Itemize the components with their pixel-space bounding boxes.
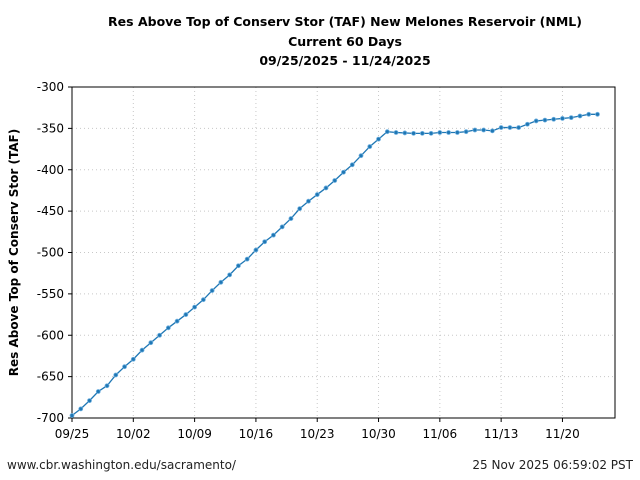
x-tick-label: 11/06	[423, 427, 458, 441]
x-tick-label: 10/30	[361, 427, 396, 441]
y-tick-label: -500	[37, 246, 64, 260]
data-point	[376, 136, 381, 142]
data-point	[218, 279, 224, 285]
data-point	[314, 192, 320, 197]
data-point	[560, 116, 565, 121]
data-point	[288, 216, 294, 221]
data-point	[209, 288, 215, 293]
data-point	[542, 117, 548, 123]
data-point	[525, 121, 530, 127]
data-point	[174, 318, 180, 324]
data-point	[200, 297, 206, 303]
y-tick-label: -600	[37, 328, 64, 342]
y-tick-label: -550	[37, 287, 64, 301]
chart-title-line-1: Res Above Top of Conserv Stor (TAF) New …	[108, 14, 582, 29]
data-point	[595, 111, 600, 117]
data-point	[113, 372, 119, 378]
data-point	[498, 125, 504, 130]
data-point	[481, 127, 487, 133]
data-point	[411, 130, 416, 136]
data-point	[165, 325, 171, 331]
data-point	[297, 206, 303, 212]
data-point	[402, 130, 408, 136]
data-point	[122, 364, 127, 370]
data-point	[341, 169, 346, 175]
data-point	[446, 130, 451, 135]
data-point	[130, 356, 136, 362]
data-point	[489, 128, 495, 134]
series-line	[71, 113, 598, 417]
data-point	[437, 130, 443, 135]
data-point	[323, 185, 329, 191]
data-point	[349, 162, 355, 168]
data-point	[279, 224, 285, 230]
data-point	[428, 130, 434, 136]
y-tick-label: -300	[37, 80, 64, 94]
data-point	[157, 332, 162, 338]
data-point	[533, 118, 539, 124]
x-tick-label: 10/16	[239, 427, 274, 441]
x-tick-label: 10/02	[116, 427, 151, 441]
data-point	[148, 340, 154, 346]
data-point	[586, 111, 592, 117]
x-tick-label: 10/09	[177, 427, 212, 441]
data-point	[262, 239, 268, 245]
chart-title-line-3: 09/25/2025 - 11/24/2025	[259, 53, 431, 68]
x-tick-label: 09/25	[55, 427, 90, 441]
y-tick-label: -350	[37, 121, 64, 135]
data-point	[568, 115, 574, 121]
data-point	[104, 383, 110, 389]
data-point	[244, 256, 250, 262]
data-point	[454, 130, 460, 135]
data-point	[139, 347, 145, 353]
data-point	[551, 116, 557, 122]
data-point	[358, 153, 364, 159]
chart-title-line-2: Current 60 Days	[288, 34, 402, 49]
data-point	[192, 304, 198, 310]
y-tick-label: -650	[37, 370, 64, 384]
data-point	[78, 406, 84, 412]
data-point	[87, 398, 92, 404]
x-tick-label: 10/23	[300, 427, 335, 441]
data-point	[227, 272, 233, 278]
timestamp: 25 Nov 2025 06:59:02 PST	[472, 458, 633, 472]
data-point	[183, 312, 189, 317]
data-point	[236, 263, 241, 269]
data-point	[463, 129, 469, 135]
x-tick-label: 11/20	[545, 427, 580, 441]
data-point	[384, 129, 390, 135]
data-point	[507, 125, 513, 130]
data-point	[69, 413, 75, 418]
data-point	[253, 247, 259, 253]
data-point	[419, 130, 425, 136]
data-point	[271, 232, 276, 238]
data-point	[577, 113, 583, 119]
data-point	[367, 144, 373, 149]
data-point	[516, 125, 522, 130]
y-tick-label: -400	[37, 163, 64, 177]
y-axis-label: Res Above Top of Conserv Stor (TAF)	[7, 129, 21, 376]
y-tick-label: -450	[37, 204, 64, 218]
data-point	[393, 130, 399, 135]
data-point	[332, 178, 338, 183]
data-point	[472, 127, 478, 133]
source-url[interactable]: www.cbr.washington.edu/sacramento/	[7, 458, 236, 472]
plot-frame	[71, 86, 616, 419]
data-point	[306, 198, 311, 204]
data-point	[95, 389, 101, 394]
x-tick-label: 11/13	[484, 427, 519, 441]
y-tick-label: -700	[37, 411, 64, 425]
